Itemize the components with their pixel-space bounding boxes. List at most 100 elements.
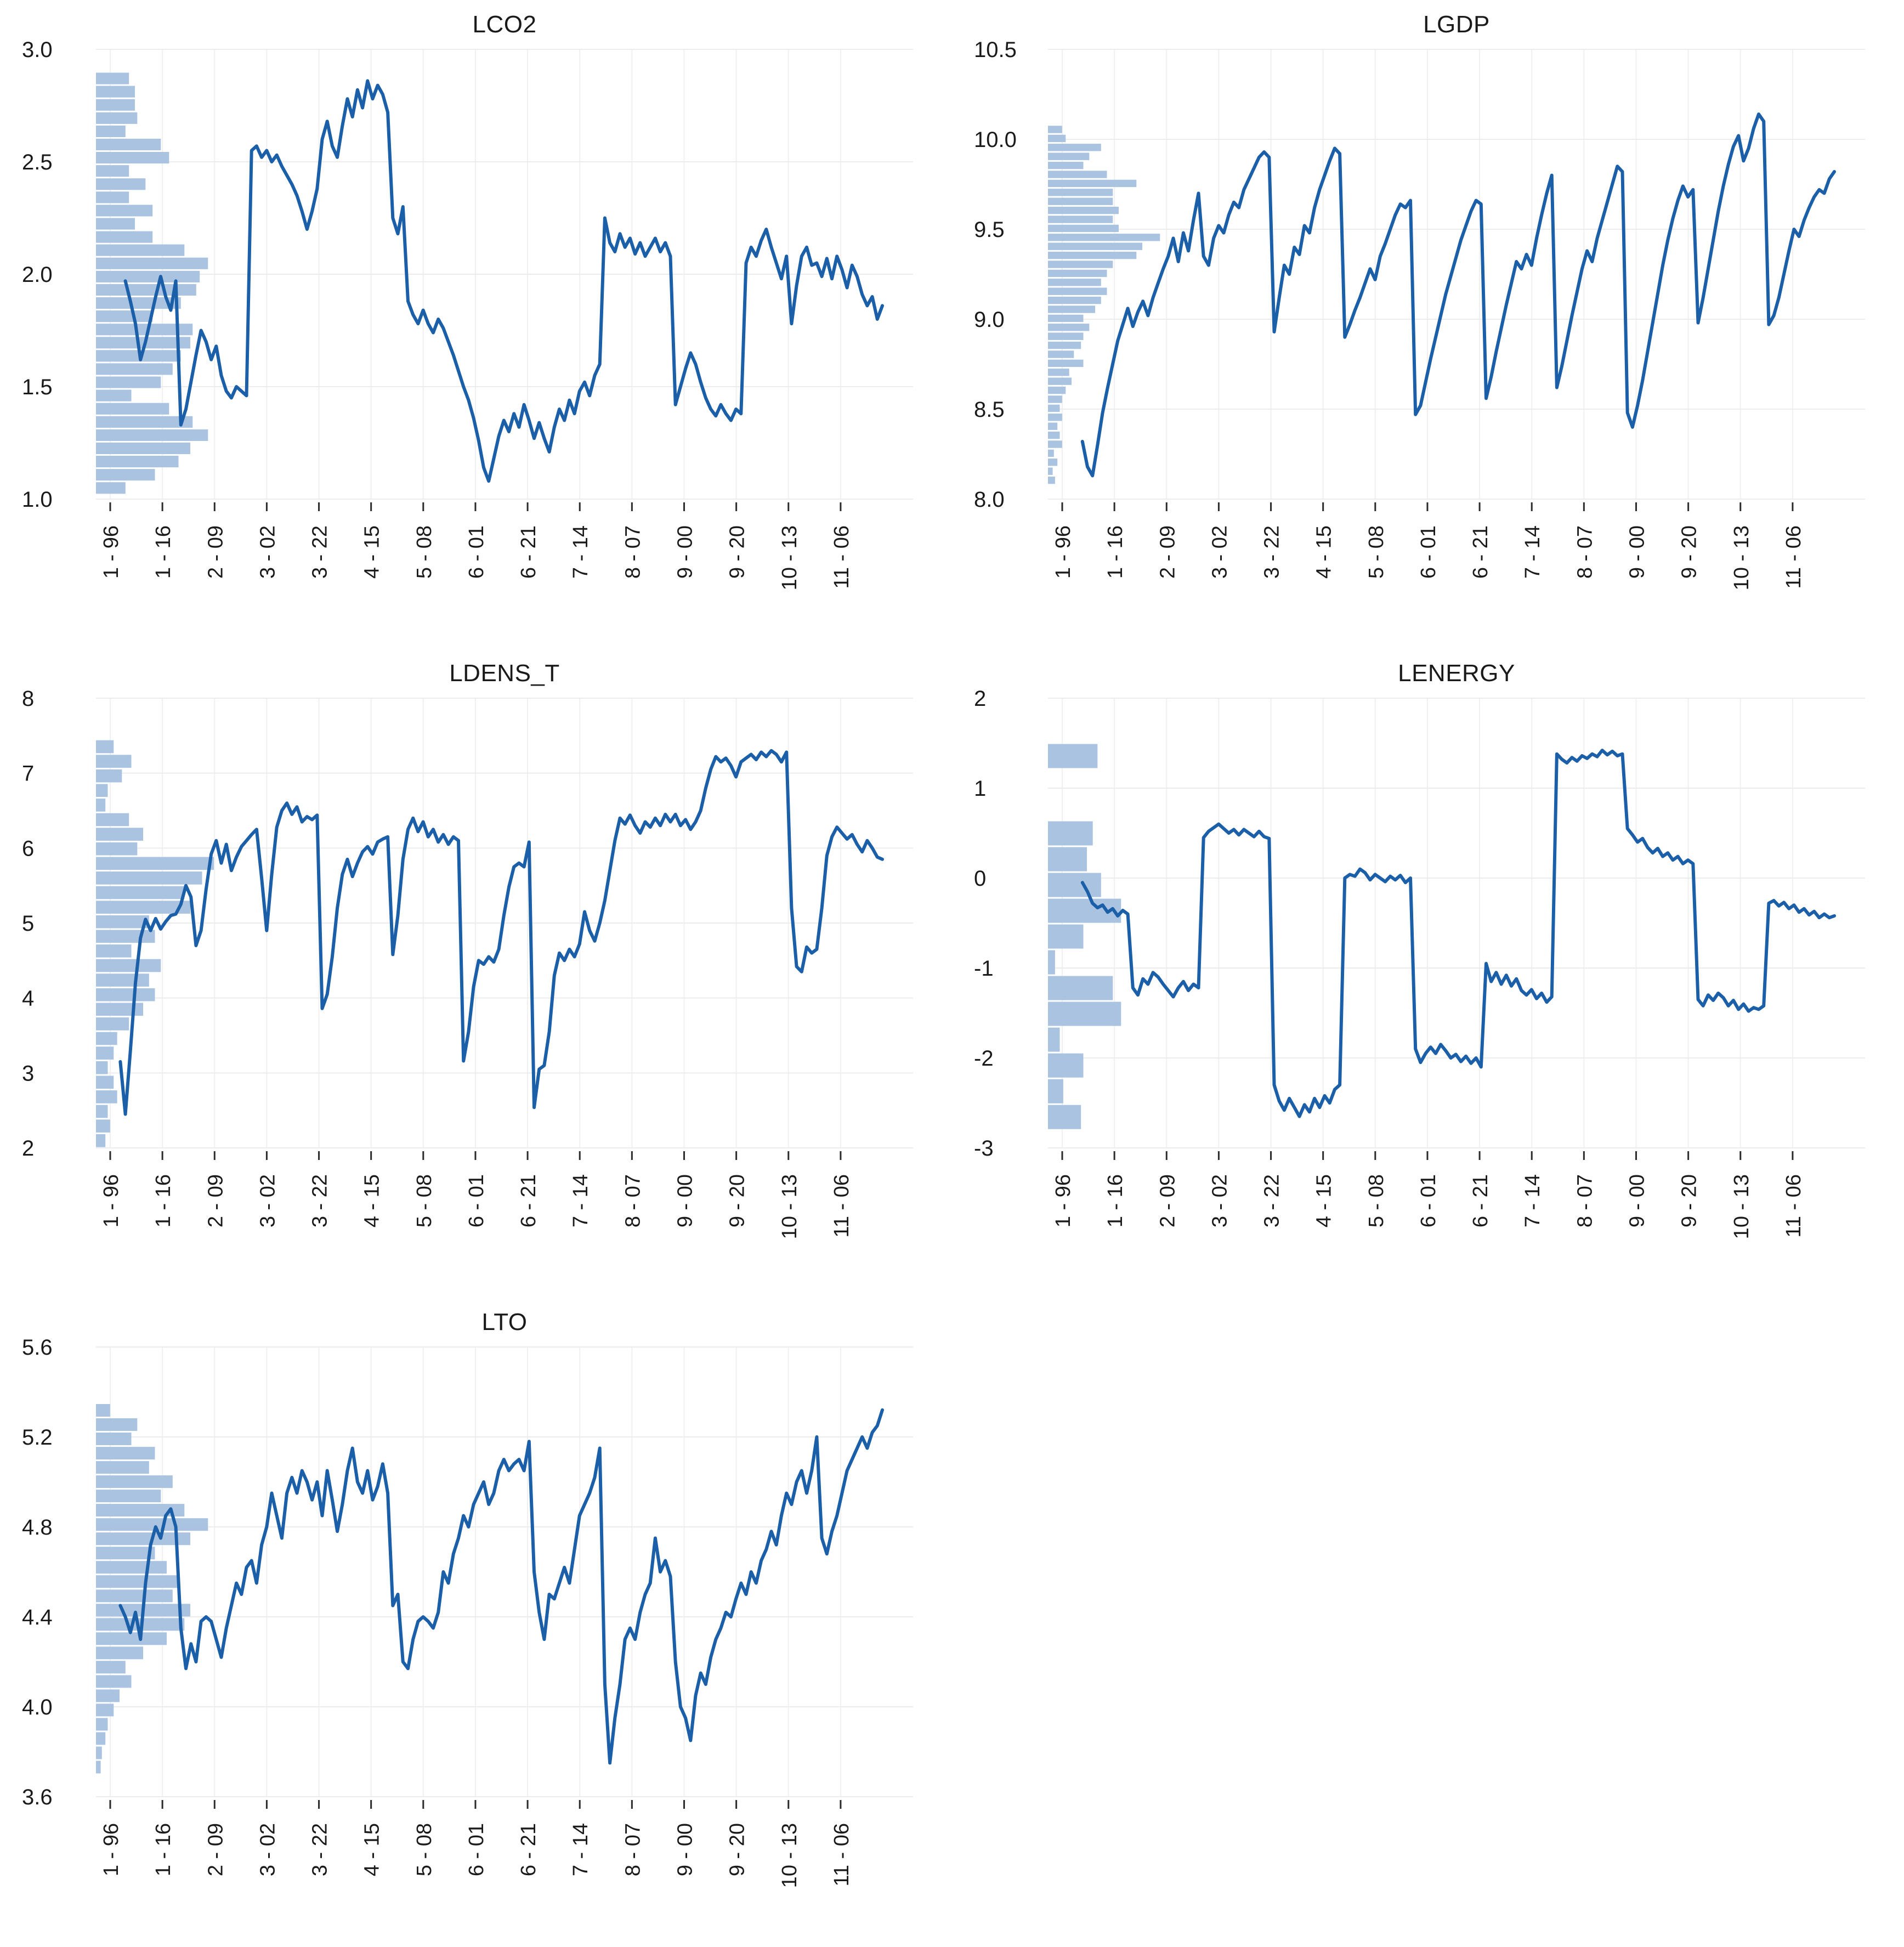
histogram-bar [1048,476,1055,484]
y-tick-label: 9.0 [974,308,1005,332]
histogram-bar [96,324,193,336]
histogram-bar [96,337,190,349]
histogram-bar [96,1746,102,1759]
chart-ldens-t: LDENS_T 1 - 96 1 - 16 2 - 09 3 - 02 3 - 22 4 … [0,649,952,1298]
histogram-bar [96,1046,114,1060]
histogram-bar [1048,189,1113,196]
histogram-bar [96,403,169,415]
y-tick-label: 3 [22,1061,34,1085]
histogram-bar [96,1589,173,1603]
series-line [118,1408,884,1765]
series-line [123,79,884,483]
histogram-bar [1048,422,1058,430]
histogram-bar [96,99,135,111]
histogram-bar [1048,279,1101,286]
x-tick-label: 2 - 09 [1156,1174,1179,1227]
histogram-bar [96,1646,143,1660]
series-line [118,749,884,1116]
y-tick-label: 8 [22,687,34,711]
x-tick-label: 4 - 15 [1313,1174,1336,1227]
x-tick-label: 10 - 13 [778,1174,801,1239]
y-tick-label: 10.0 [974,128,1017,152]
histogram-bar [96,125,126,137]
histogram-bar [96,842,138,856]
x-tick-label: 10 - 13 [1730,1174,1753,1239]
x-tick-label: 9 - 20 [726,1174,749,1227]
y-tick-label: 1 [974,777,986,801]
histogram-bar [96,442,190,454]
histogram-bar [96,1718,108,1731]
chart-canvas-lto: 1 - 96 1 - 16 2 - 09 3 - 02 3 - 22 4 - 15 5 - … [22,1336,913,1888]
histogram-bar [1048,467,1053,475]
histogram-bar [1048,152,1090,160]
histogram-bar [1048,126,1062,133]
histogram-bar [96,1404,110,1417]
y-tick-label: 1.0 [22,488,53,512]
y-tick-label: 7 [22,762,34,786]
y-tick-label: 0 [974,867,986,891]
histogram-bar [96,72,129,84]
y-tick-label: 2.0 [22,263,53,287]
y-tick-label: 5.2 [22,1425,53,1450]
histogram-bar [96,178,146,190]
histogram-bar [96,257,208,269]
histogram-bar [96,799,106,812]
histogram-bar [96,205,153,217]
x-tick-label: 4 - 15 [361,525,384,579]
x-tick-label: 9 - 20 [726,525,749,579]
histogram-bar [1048,431,1060,439]
histogram-bar [96,416,193,428]
y-tick-label: -3 [974,1136,994,1161]
chart-lto: LTO 1 - 96 1 - 16 2 - 09 3 - 02 3 - 22 4 - 15… [0,1298,952,1946]
histogram-bar [1048,1001,1121,1026]
x-tick-label: 3 - 02 [256,1823,279,1876]
histogram-bar [1048,359,1084,367]
x-tick-label: 8 - 07 [621,1823,644,1876]
x-tick-label: 3 - 02 [256,1174,279,1227]
x-tick-label: 10 - 13 [778,525,801,590]
histogram-bar [96,138,161,150]
y-tick-label: 3.0 [22,38,53,62]
x-tick-label: 4 - 15 [361,1823,384,1876]
histogram-bar [1048,1053,1084,1078]
histogram-bar [96,1061,108,1074]
histogram-bar [1048,1105,1081,1129]
chart-canvas-ldens-t: 1 - 96 1 - 16 2 - 09 3 - 02 3 - 22 4 - 15 5 - … [22,687,913,1239]
histogram-bar [1048,261,1113,268]
x-tick-label: 8 - 07 [621,525,644,579]
histogram-bar [96,1447,155,1460]
chart-title-lto: LTO [481,1309,528,1335]
x-tick-label: 1 - 16 [152,1823,175,1876]
x-tick-label: 6 - 01 [465,1174,488,1227]
histogram-bar [1048,821,1093,846]
x-tick-label: 6 - 01 [465,1823,488,1876]
x-tick-label: 11 - 06 [830,525,853,588]
x-tick-label: 1 - 16 [152,525,175,579]
x-tick-label: 9 - 00 [1625,1174,1648,1227]
x-tick-label: 5 - 08 [1365,1174,1388,1227]
histogram-bar [1048,234,1160,241]
histogram-bar [1048,314,1084,322]
histogram-bar [96,813,129,827]
y-tick-label: 8.0 [974,488,1005,512]
histogram-bar [96,112,138,124]
x-tick-label: 3 - 22 [1261,525,1284,579]
y-tick-label: 4.4 [22,1605,53,1629]
x-tick-label: 3 - 02 [1208,525,1231,579]
histogram-bar [1048,414,1062,421]
chart-canvas-lco2: 1 - 96 1 - 16 2 - 09 3 - 02 3 - 22 4 - 15 5 - … [22,38,913,590]
x-tick-label: 9 - 20 [726,1823,749,1876]
chart-canvas-lenergy: 1 - 96 1 - 16 2 - 09 3 - 02 3 - 22 4 - 15 5 - … [974,687,1865,1239]
histogram-bar [96,456,179,468]
histogram-bar [96,469,155,481]
histogram-bar [96,376,161,388]
histogram-bar [1048,287,1107,295]
histogram-bar [1048,395,1062,403]
histogram-bar [96,297,181,309]
histogram-bar [1048,305,1095,313]
histogram-bar [1048,171,1107,178]
histogram-bar [1048,251,1137,259]
histogram-bar [96,915,149,929]
histogram-bar [1048,404,1060,412]
